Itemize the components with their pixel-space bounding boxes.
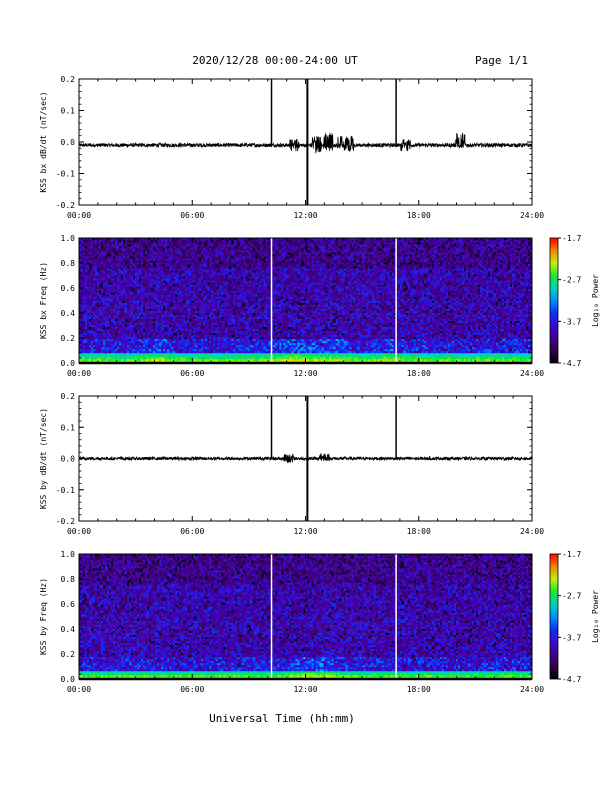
dbdt-trace: [79, 132, 532, 154]
colorbar-tick-label: -1.7: [562, 234, 581, 243]
figure-title: 2020/12/28 00:00-24:00 UT: [192, 54, 358, 67]
colorbar-tick-label: -4.7: [562, 675, 581, 684]
panel-by-dbdt: 00:00 06:00 12:00 18:00 24:00 0.2 0.1 0.0 -0.1 -0…: [39, 392, 544, 536]
x-tick-label: 06:00: [180, 685, 204, 694]
x-tick-label: 00:00: [67, 527, 91, 536]
y-axis-label: KSS by Freq (Hz): [39, 578, 48, 655]
x-tick-label: 18:00: [407, 211, 431, 220]
x-tick-label: 24:00: [520, 211, 544, 220]
dbdt-trace: [79, 453, 532, 464]
y-tick-label: 0.6: [61, 600, 76, 609]
y-tick-label: 0.4: [61, 309, 76, 318]
x-tick-label: 18:00: [407, 685, 431, 694]
y-tick-label: 0.0: [61, 675, 76, 684]
x-tick-label: 00:00: [67, 211, 91, 220]
y-tick-label: -0.1: [56, 486, 75, 495]
y-tick-label: 0.0: [61, 359, 76, 368]
colorbar-tick-label: -1.7: [562, 550, 581, 559]
page-indicator: Page 1/1: [475, 54, 528, 67]
panel-by-spectrogram: 00:00 06:00 12:00 18:00 24:00 1.0 0.8 0.6 0.4 0.2…: [39, 550, 544, 694]
x-tick-label: 00:00: [67, 685, 91, 694]
y-tick-label: 1.0: [61, 234, 76, 243]
x-tick-label: 24:00: [520, 685, 544, 694]
y-axis-label: KSS bx dB/dt (nT/sec): [39, 91, 48, 192]
colorbar-by: -1.7 -2.7 -3.7 -4.7 Log₁₀ Power: [549, 550, 600, 684]
y-tick-label: -0.2: [56, 517, 75, 526]
x-axis-label: Universal Time (hh:mm): [209, 712, 355, 725]
y-tick-label: 0.2: [61, 650, 76, 659]
colorbar-tick-label: -2.7: [562, 592, 581, 601]
y-tick-label: 1.0: [61, 550, 76, 559]
colorbar-tick-label: -3.7: [562, 317, 581, 326]
y-tick-label: 0.2: [61, 75, 76, 84]
y-tick-label: 0.4: [61, 625, 76, 634]
y-tick-label: 0.0: [61, 455, 76, 464]
y-axis-label: KSS bx Freq (Hz): [39, 262, 48, 339]
panel-bx-spectrogram: 00:00 06:00 12:00 18:00 24:00 1.0 0.8 0.6 0.4 0.2…: [39, 234, 544, 378]
y-tick-label: -0.2: [56, 201, 75, 210]
y-tick-label: 0.1: [61, 423, 76, 432]
colorbar-tick-label: -2.7: [562, 276, 581, 285]
x-tick-label: 24:00: [520, 369, 544, 378]
y-tick-label: 0.2: [61, 392, 76, 401]
colorbar-label: Log₁₀ Power: [591, 274, 600, 327]
x-tick-label: 06:00: [180, 369, 204, 378]
x-tick-label: 06:00: [180, 211, 204, 220]
x-tick-label: 06:00: [180, 527, 204, 536]
colorbar-bx: -1.7 -2.7 -3.7 -4.7 Log₁₀ Power: [549, 234, 600, 368]
x-tick-label: 00:00: [67, 369, 91, 378]
y-tick-label: 0.0: [61, 138, 76, 147]
y-tick-label: -0.1: [56, 170, 75, 179]
panel-bx-dbdt: 00:00 06:00 12:00 18:00 24:00 0.2 0.1 0.0 -0.1 -0…: [39, 75, 544, 220]
colorbar-scale: [549, 237, 559, 364]
x-tick-label: 12:00: [293, 211, 317, 220]
colorbar-tick-label: -3.7: [562, 633, 581, 642]
x-tick-label: 24:00: [520, 527, 544, 536]
colorbar-label: Log₁₀ Power: [591, 590, 600, 643]
y-tick-label: 0.8: [61, 259, 76, 268]
x-tick-label: 18:00: [407, 527, 431, 536]
spectrogram-cells: [79, 238, 533, 364]
x-tick-label: 18:00: [407, 369, 431, 378]
y-tick-label: 0.2: [61, 334, 76, 343]
colorbar-tick-label: -4.7: [562, 359, 581, 368]
x-tick-label: 12:00: [293, 527, 317, 536]
x-tick-label: 12:00: [293, 685, 317, 694]
y-axis-label: KSS by dB/dt (nT/sec): [39, 408, 48, 509]
spectrogram-cells: [79, 554, 533, 680]
y-tick-label: 0.8: [61, 575, 76, 584]
x-tick-label: 12:00: [293, 369, 317, 378]
y-tick-label: 0.6: [61, 284, 76, 293]
colorbar-scale: [549, 553, 559, 680]
y-tick-label: 0.1: [61, 107, 76, 116]
